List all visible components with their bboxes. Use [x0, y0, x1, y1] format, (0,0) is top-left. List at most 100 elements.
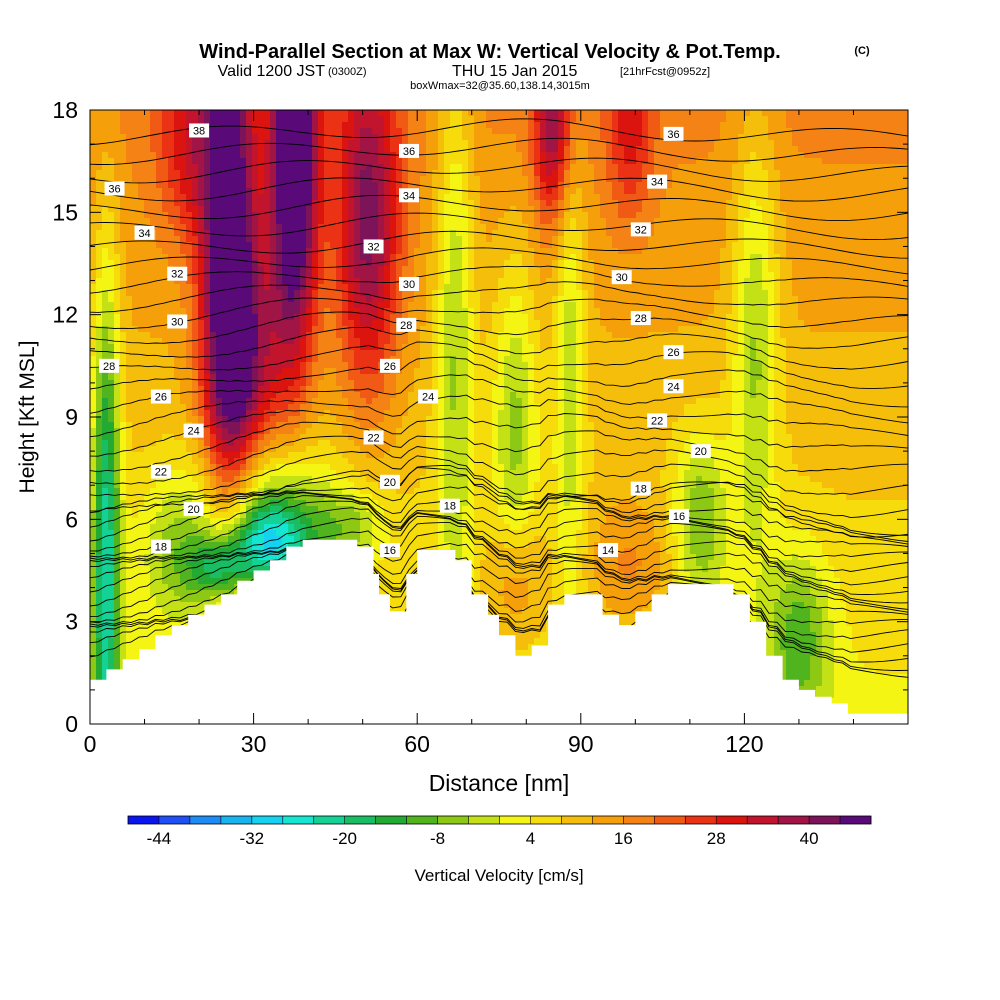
velocity-cell — [660, 164, 667, 171]
velocity-cell — [108, 266, 115, 273]
velocity-cell — [228, 230, 235, 237]
velocity-cell — [492, 290, 499, 297]
velocity-cell — [306, 254, 313, 261]
velocity-cell — [666, 284, 673, 291]
velocity-cell — [546, 224, 553, 231]
velocity-cell — [810, 308, 817, 315]
velocity-cell — [306, 296, 313, 303]
velocity-cell — [654, 158, 661, 165]
velocity-cell — [720, 218, 727, 225]
velocity-cell — [498, 212, 505, 219]
velocity-cell — [168, 140, 175, 147]
velocity-cell — [636, 266, 643, 273]
velocity-cell — [636, 122, 643, 129]
velocity-cell — [270, 326, 277, 333]
velocity-cell — [744, 272, 751, 279]
velocity-cell — [366, 128, 373, 135]
velocity-cell — [210, 188, 217, 195]
velocity-cell — [414, 164, 421, 171]
velocity-cell — [714, 110, 721, 117]
velocity-cell — [342, 326, 349, 333]
velocity-cell — [630, 254, 637, 261]
velocity-cell — [852, 194, 859, 201]
velocity-cell — [462, 134, 469, 141]
velocity-cell — [282, 302, 289, 309]
velocity-cell — [648, 266, 655, 273]
velocity-cell — [558, 278, 565, 285]
velocity-cell — [114, 272, 121, 279]
velocity-cell — [696, 236, 703, 243]
velocity-cell — [168, 212, 175, 219]
velocity-cell — [354, 236, 361, 243]
velocity-cell — [306, 122, 313, 129]
velocity-cell — [438, 284, 445, 291]
velocity-cell — [276, 206, 283, 213]
velocity-cell — [858, 284, 865, 291]
velocity-cell — [408, 230, 415, 237]
velocity-cell — [414, 158, 421, 165]
velocity-cell — [726, 266, 733, 273]
velocity-cell — [186, 152, 193, 159]
velocity-cell — [372, 296, 379, 303]
velocity-cell — [798, 320, 805, 327]
velocity-cell — [828, 248, 835, 255]
velocity-cell — [210, 320, 217, 327]
velocity-cell — [96, 320, 103, 327]
velocity-cell — [462, 248, 469, 255]
velocity-cell — [258, 326, 265, 333]
velocity-cell — [144, 242, 151, 249]
velocity-cell — [120, 266, 127, 273]
velocity-cell — [90, 212, 97, 219]
velocity-cell — [678, 290, 685, 297]
velocity-cell — [678, 194, 685, 201]
velocity-cell — [702, 296, 709, 303]
velocity-cell — [444, 188, 451, 195]
velocity-cell — [606, 116, 613, 123]
velocity-cell — [342, 164, 349, 171]
velocity-cell — [90, 194, 97, 201]
velocity-cell — [564, 272, 571, 279]
velocity-cell — [360, 242, 367, 249]
velocity-cell — [180, 140, 187, 147]
velocity-cell — [492, 224, 499, 231]
velocity-cell — [618, 296, 625, 303]
velocity-cell — [486, 290, 493, 297]
velocity-cell — [486, 134, 493, 141]
velocity-cell — [768, 122, 775, 129]
velocity-cell — [576, 314, 583, 321]
velocity-cell — [576, 194, 583, 201]
velocity-cell — [702, 266, 709, 273]
velocity-cell — [660, 248, 667, 255]
velocity-cell — [384, 164, 391, 171]
velocity-cell — [282, 254, 289, 261]
velocity-cell — [246, 314, 253, 321]
velocity-cell — [870, 176, 877, 183]
velocity-cell — [342, 230, 349, 237]
velocity-cell — [702, 290, 709, 297]
velocity-cell — [846, 272, 853, 279]
velocity-cell — [300, 110, 307, 117]
velocity-cell — [192, 284, 199, 291]
velocity-cell — [366, 314, 373, 321]
velocity-cell — [678, 116, 685, 123]
velocity-cell — [156, 308, 163, 315]
velocity-cell — [210, 308, 217, 315]
velocity-cell — [666, 110, 673, 117]
velocity-cell — [132, 206, 139, 213]
velocity-cell — [786, 140, 793, 147]
velocity-cell — [390, 110, 397, 117]
velocity-cell — [666, 266, 673, 273]
velocity-cell — [276, 146, 283, 153]
velocity-cell — [420, 152, 427, 159]
velocity-cell — [726, 230, 733, 237]
velocity-cell — [612, 164, 619, 171]
velocity-cell — [732, 170, 739, 177]
velocity-cell — [234, 296, 241, 303]
velocity-cell — [96, 182, 103, 189]
velocity-cell — [660, 200, 667, 207]
velocity-cell — [486, 116, 493, 123]
velocity-cell — [396, 248, 403, 255]
velocity-cell — [456, 194, 463, 201]
velocity-cell — [612, 320, 619, 327]
copyright-mark: (C) — [854, 45, 870, 57]
